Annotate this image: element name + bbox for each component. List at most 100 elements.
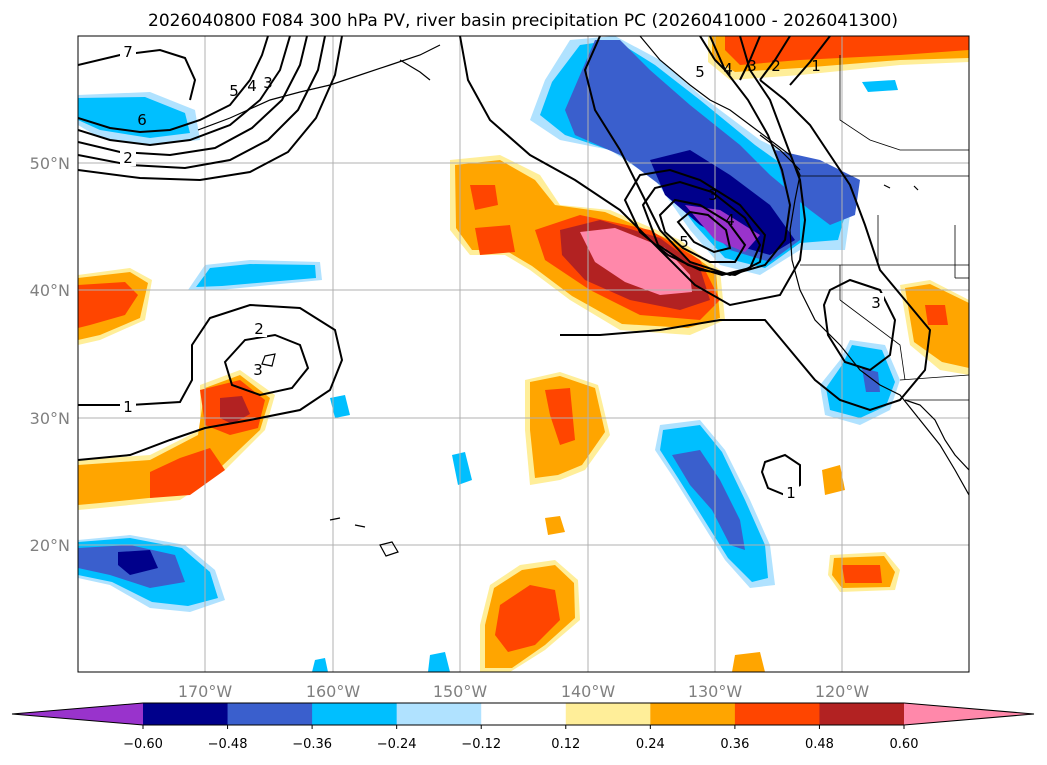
longitude-labels: 170°W 160°W 150°W 140°W 130°W 120°W — [178, 682, 870, 701]
figure-title: 2026040800 F084 300 hPa PV, river basin … — [148, 11, 898, 31]
positive-anomaly-region — [580, 228, 692, 295]
pv-contour — [623, 168, 767, 277]
pv-contour-label: 5 — [679, 233, 689, 251]
graticule — [78, 36, 969, 672]
pv-contour — [78, 36, 343, 182]
colorbar-tick-label: −0.36 — [292, 737, 332, 752]
lon-tick-label: 170°W — [178, 682, 233, 701]
colorbar-extension-min — [12, 703, 143, 725]
positive-anomaly-region — [78, 282, 138, 328]
pv-contour-label: 3 — [253, 361, 263, 379]
pv-contours — [78, 36, 932, 497]
lat-tick-label: 50°N — [30, 154, 70, 173]
pv-contour-label: 4 — [247, 77, 257, 95]
negative-anomaly-region — [452, 452, 472, 485]
pv-contour-label: 4 — [725, 211, 735, 229]
colorbar-tick-label: 0.36 — [720, 737, 749, 752]
pv-contour-label: 3 — [871, 294, 881, 312]
positive-anomaly-region — [925, 305, 948, 325]
lon-tick-label: 160°W — [306, 682, 361, 701]
pv-contour-label: 4 — [723, 60, 733, 78]
positive-anomaly-region — [150, 448, 225, 498]
colorbar-box — [734, 703, 820, 725]
colorbar-box — [312, 703, 398, 725]
positive-anomaly-region — [475, 225, 515, 255]
positive-anomaly-region — [732, 652, 765, 672]
pv-contour-label: 3 — [747, 57, 757, 75]
colorbar-tick-label: 0.48 — [805, 737, 834, 752]
political-borders — [800, 55, 969, 401]
colorbar-tick-label: 0.12 — [551, 737, 580, 752]
colorbar-box — [143, 703, 229, 725]
pv-contour — [676, 210, 732, 254]
lat-tick-label: 40°N — [30, 281, 70, 300]
lon-tick-label: 120°W — [815, 682, 870, 701]
pv-contour — [560, 79, 932, 412]
pv-contour — [78, 36, 291, 147]
lat-tick-label: 20°N — [30, 536, 70, 555]
pv-contour-label: 5 — [229, 82, 239, 100]
colorbar: −0.60 −0.48 −0.36 −0.24 −0.12 0.12 0.24 0.36 0.4… — [11, 702, 1035, 752]
pv-contour-label: 1 — [123, 398, 133, 416]
colorbar-box — [227, 703, 313, 725]
pv-contour — [739, 36, 761, 81]
positive-anomaly-region — [470, 185, 498, 210]
colorbar-tick-label: −0.24 — [377, 737, 417, 752]
pv-contour — [641, 180, 762, 277]
negative-anomaly-region — [862, 80, 898, 92]
colorbar-tick-label: −0.12 — [461, 737, 501, 752]
colorbar-tick-label: 0.24 — [636, 737, 665, 752]
positive-anomaly-region — [220, 396, 250, 424]
colorbar-box — [819, 703, 905, 725]
negative-anomaly-region — [196, 264, 316, 287]
pv-contour — [78, 48, 197, 101]
positive-anomaly-region — [905, 284, 969, 368]
negative-anomaly-region — [672, 450, 745, 550]
pv-contour — [759, 36, 791, 81]
pv-contour-label: 3 — [263, 74, 273, 92]
colorbar-tick-label: −0.48 — [208, 737, 248, 752]
pv-contour-labels: 7 6 2 5 4 3 2 3 1 5 4 3 2 1 3 4 5 3 1 — [120, 42, 884, 502]
pv-contour — [223, 333, 310, 397]
pv-contour-label: 1 — [811, 57, 821, 75]
positive-anomaly-region — [545, 388, 575, 445]
lat-tick-label: 30°N — [30, 409, 70, 428]
colorbar-tick-label: 0.60 — [890, 737, 919, 752]
negative-anomaly-region — [312, 658, 328, 672]
map-frame — [77, 35, 970, 673]
positive-anomaly-region — [545, 516, 565, 535]
pv-contour — [78, 303, 344, 461]
pv-contour-label: 5 — [695, 63, 705, 81]
pv-contour — [459, 36, 807, 307]
lon-tick-label: 130°W — [688, 682, 743, 701]
pv-contour-label: 2 — [123, 149, 133, 167]
pv-contour — [658, 198, 747, 263]
negative-anomaly-region — [118, 550, 158, 575]
pv-contour — [583, 36, 792, 277]
colorbar-tick-label: −0.60 — [123, 737, 163, 752]
pv-contour-label: 2 — [254, 320, 264, 338]
colorbar-box — [481, 703, 567, 725]
lon-tick-label: 140°W — [561, 682, 616, 701]
pv-contour-label: 3 — [708, 186, 718, 204]
pv-contour — [822, 278, 897, 372]
pv-contour-label: 1 — [786, 484, 796, 502]
negative-anomaly-region — [330, 395, 350, 418]
negative-anomaly-region — [428, 652, 450, 672]
colorbar-box — [565, 703, 651, 725]
pv-contour — [699, 36, 731, 76]
positive-anomaly-region — [495, 585, 560, 652]
colorbar-box — [650, 703, 736, 725]
pv-contour — [78, 36, 326, 170]
pv-contour-label: 2 — [771, 57, 781, 75]
pv-contour — [789, 36, 831, 86]
pv-contour — [78, 36, 269, 134]
positive-anomaly-region — [822, 465, 845, 495]
negative-anomaly-region — [862, 368, 880, 392]
colorbar-box — [396, 703, 482, 725]
latitude-labels: 50°N 40°N 30°N 20°N — [30, 154, 70, 555]
positive-anomaly-region — [842, 565, 882, 583]
map-panel: 7 6 2 5 4 3 2 3 1 5 4 3 2 1 3 4 5 3 1 — [78, 36, 969, 672]
lon-tick-label: 150°W — [433, 682, 488, 701]
